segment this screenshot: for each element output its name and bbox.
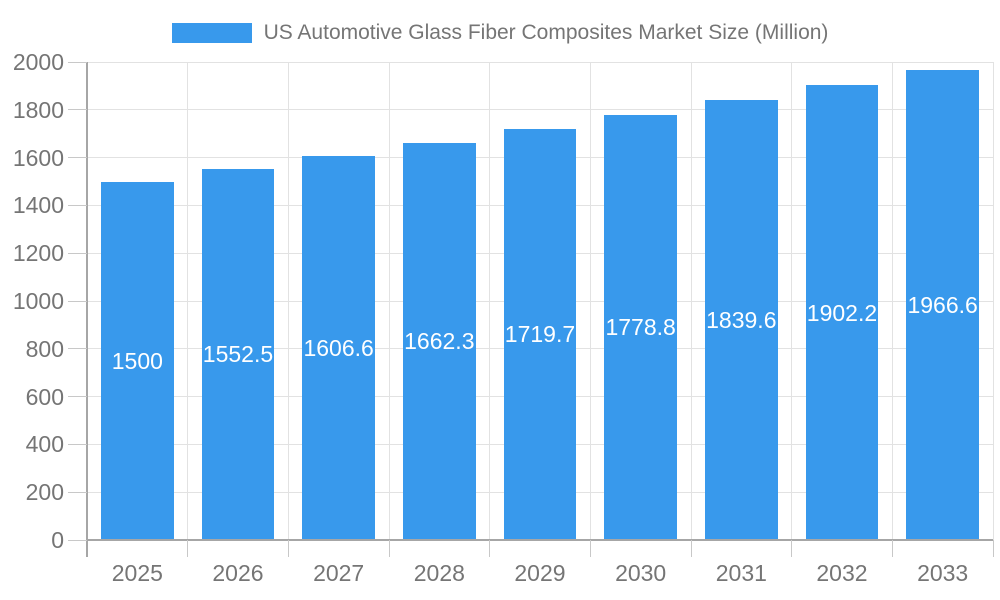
y-axis-tick — [68, 109, 87, 111]
legend[interactable]: US Automotive Glass Fiber Composites Mar… — [0, 21, 1000, 45]
x-axis-label: 2029 — [514, 560, 566, 586]
y-axis-label: 1800 — [12, 96, 64, 123]
plot-area: 1500 1552.5 1606.6 1662.3 1719.7 1778.8 1839.6… — [87, 61, 994, 540]
x-axis-line — [87, 539, 993, 541]
y-axis-tick — [68, 443, 87, 445]
x-axis-label: 2031 — [715, 560, 767, 586]
gridline-vertical — [187, 62, 189, 540]
gridline-vertical — [891, 62, 893, 540]
y-axis-tick — [68, 539, 87, 541]
bar[interactable] — [805, 85, 879, 540]
y-axis-tick — [68, 396, 87, 398]
x-axis-label: 2028 — [413, 560, 465, 586]
x-axis-tick — [690, 540, 692, 557]
bar[interactable] — [604, 114, 677, 540]
y-axis-label: 1400 — [12, 192, 64, 219]
y-axis-tick — [68, 157, 87, 159]
y-axis-tick — [68, 348, 87, 350]
y-axis-tick — [68, 491, 87, 493]
x-axis-tick — [388, 540, 390, 557]
x-axis-tick — [791, 540, 793, 557]
gridline-vertical — [791, 62, 793, 540]
y-axis-label: 200 — [25, 479, 64, 506]
x-axis-label: 2030 — [615, 560, 667, 586]
bar[interactable] — [403, 142, 476, 540]
y-axis-tick — [68, 204, 87, 206]
legend-swatch — [171, 23, 252, 43]
x-axis-label: 2026 — [212, 560, 264, 586]
y-axis-label: 400 — [25, 431, 64, 458]
x-axis-tick — [992, 540, 994, 557]
gridline-vertical — [388, 62, 390, 540]
gridline-vertical — [287, 62, 289, 540]
x-axis-tick — [589, 540, 591, 557]
bar[interactable] — [503, 129, 577, 540]
x-axis-label: 2027 — [313, 560, 365, 586]
x-axis-label: 2033 — [917, 560, 969, 586]
y-axis-label: 1600 — [12, 144, 64, 171]
x-axis-tick — [187, 540, 189, 557]
x-axis-tick — [891, 540, 893, 557]
bar[interactable] — [705, 100, 778, 540]
x-axis-tick — [489, 540, 491, 557]
gridline-vertical — [589, 62, 591, 540]
x-axis-tick — [287, 540, 289, 557]
gridline-horizontal — [87, 61, 993, 63]
bar[interactable] — [101, 181, 174, 540]
y-axis-label: 1000 — [12, 288, 64, 314]
bar[interactable] — [201, 168, 275, 540]
y-axis-line — [86, 62, 88, 557]
y-axis-tick — [68, 252, 87, 254]
bar[interactable] — [302, 156, 375, 540]
gridline-horizontal — [87, 109, 993, 111]
y-axis-label: 2000 — [12, 49, 64, 75]
y-axis-label: 1200 — [12, 240, 64, 267]
y-axis-tick — [68, 300, 87, 302]
gridline-vertical — [690, 62, 692, 540]
y-axis-tick — [68, 61, 87, 63]
y-axis-label: 600 — [25, 383, 64, 410]
x-axis-label: 2032 — [816, 560, 868, 586]
y-axis-label: 800 — [25, 335, 64, 362]
gridline-vertical — [992, 62, 994, 540]
legend-label: US Automotive Glass Fiber Composites Mar… — [263, 21, 829, 44]
gridline-vertical — [489, 62, 491, 540]
x-axis-label: 2025 — [111, 560, 163, 586]
bar[interactable] — [906, 69, 979, 540]
y-axis-label: 0 — [51, 527, 64, 553]
